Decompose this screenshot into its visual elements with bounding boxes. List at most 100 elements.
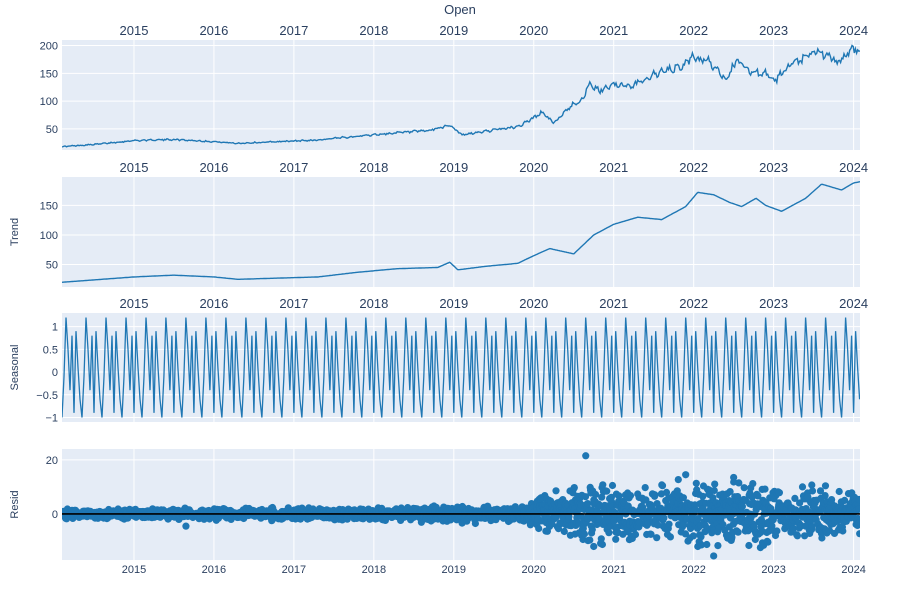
y-axis-title: Trend <box>9 218 21 246</box>
resid-point <box>699 492 707 500</box>
resid-point <box>764 538 772 546</box>
resid-point <box>835 487 843 496</box>
resid-point <box>710 552 718 560</box>
resid-point <box>855 519 860 527</box>
observed-subplot: 2015 2016 2017 2018 2019 2020 2021 2022 2023 2024… <box>40 23 868 150</box>
x-tick-label: 2023 <box>759 296 788 311</box>
x-tick-label: 2024 <box>839 23 868 38</box>
y-tick-label: 0 <box>52 509 58 521</box>
x-tick-label: 2024 <box>839 296 868 311</box>
resid-point <box>689 532 698 540</box>
trend-subplot: 2015 2016 2017 2018 2019 2020 2021 2022 2023 2024… <box>9 160 868 287</box>
resid-point <box>791 494 799 502</box>
x-tick-label: 2016 <box>199 296 228 311</box>
x-tick-label: 2024 <box>839 160 868 175</box>
x-tick-label: 2020 <box>519 296 548 311</box>
resid-point <box>182 522 190 530</box>
resid-point <box>744 527 752 535</box>
y-axis-title: Resid <box>9 490 21 518</box>
resid-point <box>808 523 816 531</box>
x-tick-label: 2019 <box>442 564 466 576</box>
resid-point <box>592 490 600 499</box>
resid-point <box>565 513 573 521</box>
y-tick-label: 0.5 <box>43 344 58 356</box>
x-tick-label: 2023 <box>759 160 788 175</box>
observed-series-line <box>62 44 860 148</box>
resid-point <box>597 535 605 543</box>
resid-point <box>839 527 847 535</box>
x-tick-label: 2015 <box>120 160 149 175</box>
x-tick-label: 2020 <box>519 23 548 38</box>
seasonal-series-line <box>62 317 860 418</box>
x-tick-label: 2017 <box>282 564 306 576</box>
resid-point <box>582 452 590 460</box>
resid-point <box>808 487 817 495</box>
resid-point <box>726 488 734 496</box>
x-tick-label: 2020 <box>522 564 546 576</box>
resid-point <box>651 491 659 499</box>
resid-point <box>615 492 623 500</box>
resid-point <box>730 473 738 482</box>
y-tick-label: 0 <box>52 367 58 379</box>
y-tick-label: 100 <box>40 230 58 242</box>
x-tick-label: 2022 <box>679 296 708 311</box>
resid-point <box>560 527 568 536</box>
resid-point <box>761 485 769 493</box>
resid-point <box>648 504 656 512</box>
x-tick-label: 2017 <box>279 160 308 175</box>
resid-point <box>789 525 798 533</box>
resid-point <box>605 529 613 537</box>
y-tick-label: −0.5 <box>36 390 58 402</box>
resid-point <box>626 492 635 500</box>
resid-point <box>660 514 668 522</box>
resid-point <box>680 521 688 529</box>
y-axis-title: Seasonal <box>9 345 21 391</box>
y-tick-label: 50 <box>46 260 58 272</box>
resid-point <box>808 481 816 489</box>
x-tick-label: 2023 <box>761 564 785 576</box>
resid-point <box>719 520 727 529</box>
plot-area <box>62 177 860 287</box>
resid-point <box>775 489 784 497</box>
resid-point <box>773 527 781 535</box>
resid-point <box>599 481 607 489</box>
x-tick-label: 2020 <box>519 160 548 175</box>
resid-point <box>586 536 594 544</box>
resid-point <box>821 492 829 500</box>
resid-point <box>798 483 807 491</box>
resid-point <box>734 528 742 536</box>
resid-point <box>818 534 826 542</box>
resid-point <box>612 535 620 543</box>
plot-marks <box>62 317 860 418</box>
resid-point <box>570 484 578 492</box>
resid-point <box>662 488 671 496</box>
seasonal-subplot: 2015 2016 2017 2018 2019 2020 2021 2022 2023 2024… <box>9 296 868 424</box>
resid-point <box>745 541 753 550</box>
x-tick-label: 2024 <box>841 564 865 576</box>
x-tick-label: 2018 <box>362 564 386 576</box>
resid-point <box>679 494 688 502</box>
x-tick-label: 2018 <box>359 23 388 38</box>
resid-point <box>841 496 849 504</box>
plot-marks <box>62 181 860 283</box>
resid-point <box>692 479 700 487</box>
resid-point <box>816 487 825 495</box>
y-tick-label: 150 <box>40 68 58 80</box>
resid-point <box>697 533 705 541</box>
resid-point <box>666 533 675 541</box>
x-tick-label: 2021 <box>599 23 628 38</box>
resid-point <box>581 493 590 501</box>
x-tick-label: 2016 <box>199 23 228 38</box>
resid-point <box>552 487 560 495</box>
resid-point <box>603 487 611 495</box>
resid-point <box>804 493 812 501</box>
y-tick-label: 150 <box>40 200 58 212</box>
resid-point <box>590 542 598 551</box>
figure-title: Open <box>444 2 476 17</box>
resid-point <box>828 496 836 504</box>
x-tick-label: 2016 <box>199 160 228 175</box>
resid-point <box>665 520 673 528</box>
plot-marks <box>62 44 860 148</box>
resid-point <box>710 486 718 495</box>
